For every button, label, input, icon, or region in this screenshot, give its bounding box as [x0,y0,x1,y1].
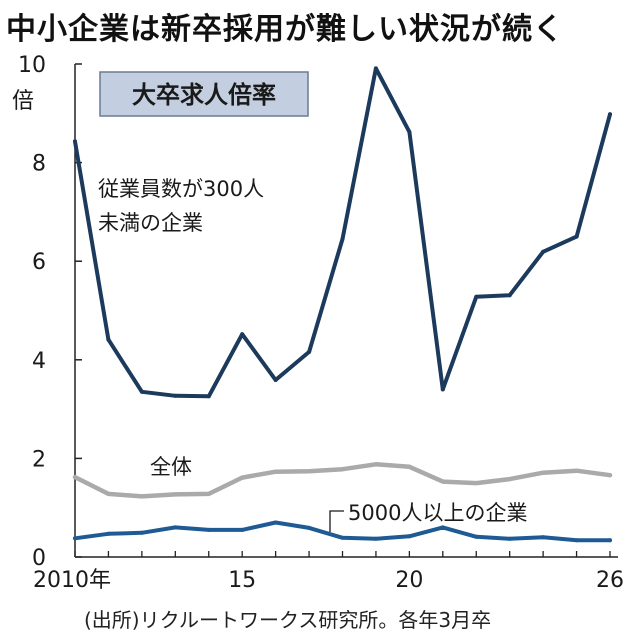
data-point [240,527,245,532]
series-label-leader [329,510,344,532]
series-label-3: 5000人以上の企業 [348,501,527,525]
data-point [507,477,512,482]
y-tick-label: 2 [32,447,46,472]
series-label-2: 全体 [150,455,192,479]
data-point [173,393,178,398]
y-axis-unit: 倍 [12,89,34,114]
chart-label: 大卒求人倍率 [132,81,276,109]
data-point [73,475,77,480]
x-tick-label: 26 [596,568,624,593]
data-point [340,237,345,241]
data-point [474,481,479,486]
data-point [273,469,278,474]
data-point [440,479,445,484]
data-point [73,536,77,541]
data-point [273,378,278,382]
data-point [139,494,144,499]
data-point [139,530,144,535]
data-point [574,468,579,473]
series-label-1: 従業員数が300人 [98,177,264,201]
series-label-1: 未満の企業 [98,211,203,235]
data-point [373,536,378,541]
data-point [574,234,579,239]
data-point [340,535,345,540]
data-point [507,293,512,298]
data-point [474,294,479,299]
data-point [307,525,312,530]
data-point [608,112,612,117]
x-tick-label: 2010年 [33,568,111,593]
data-point [541,249,546,254]
data-point [106,337,111,342]
data-point [440,387,445,392]
data-point [507,536,512,541]
y-tick-label: 6 [32,250,46,275]
data-point [307,469,312,474]
series-layer [72,66,613,543]
data-point [139,389,144,394]
data-point [307,349,312,354]
axes: 0 2 4 6 8 10 2010年 15 20 26 [18,53,624,593]
data-point [608,538,612,543]
data-point [73,139,77,144]
data-point [407,534,412,539]
data-point [541,470,546,475]
data-point [407,130,412,134]
data-point [574,538,579,543]
chart-title: 中小企業は新卒採用が難しい状況が続く [6,12,564,47]
data-point [608,473,612,478]
data-point [106,531,111,536]
data-point [240,475,245,480]
data-point [240,332,245,337]
data-point [440,525,445,530]
data-point [206,491,211,496]
data-point [541,535,546,540]
data-point [340,467,345,472]
x-tick-label: 15 [228,568,256,593]
data-point [206,394,211,399]
data-point [273,520,278,525]
y-tick-label: 0 [32,546,46,571]
data-point [407,464,412,469]
data-point [173,525,178,530]
chart-label-box [99,71,309,117]
y-tick-label: 8 [32,152,46,177]
data-point [173,492,178,497]
data-point [206,527,211,532]
x-tick-label: 20 [395,568,423,593]
data-point [373,462,378,467]
data-point [474,534,479,539]
data-point [373,66,378,71]
y-tick-label: 10 [18,53,46,78]
source-note: (出所)リクルートワークス研究所。各年3月卒 [84,608,492,632]
data-point [106,491,111,496]
y-tick-label: 4 [32,349,46,374]
